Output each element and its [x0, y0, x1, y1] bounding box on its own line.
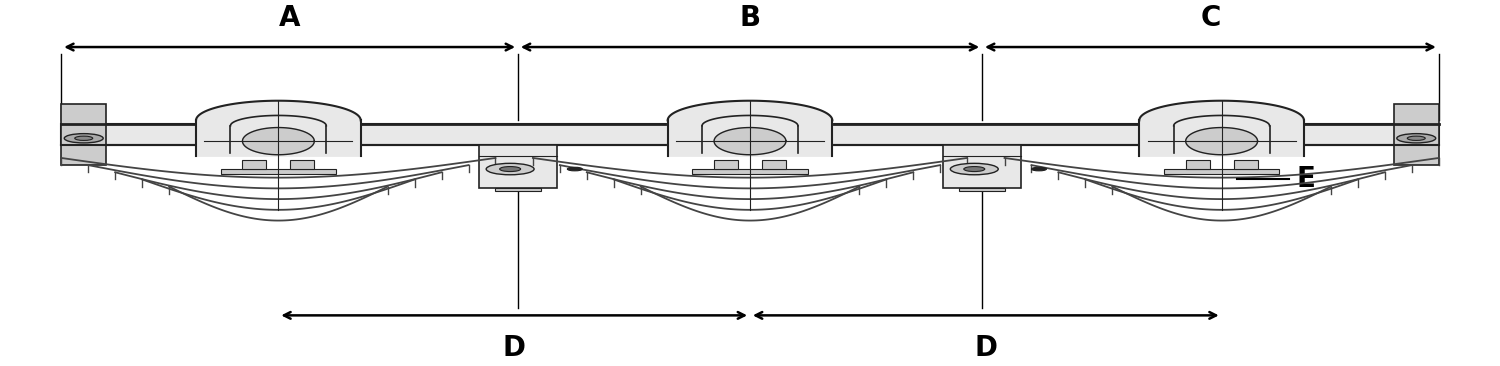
Text: D: D — [503, 333, 525, 362]
Bar — [693, 169, 807, 174]
Bar — [62, 124, 1438, 145]
Text: E: E — [1296, 165, 1316, 193]
Bar — [243, 160, 267, 169]
Bar — [495, 188, 542, 191]
Circle shape — [1032, 167, 1047, 171]
Bar — [62, 104, 106, 165]
Circle shape — [75, 136, 93, 141]
Polygon shape — [1185, 127, 1257, 155]
Polygon shape — [714, 127, 786, 155]
Bar — [1394, 104, 1438, 165]
Bar — [714, 160, 738, 169]
Polygon shape — [243, 127, 315, 155]
Polygon shape — [668, 101, 832, 156]
Circle shape — [1407, 136, 1425, 141]
Circle shape — [500, 167, 520, 172]
Bar — [478, 145, 556, 188]
Circle shape — [567, 167, 582, 171]
Bar — [1185, 160, 1209, 169]
Polygon shape — [1140, 101, 1304, 156]
Text: D: D — [975, 333, 998, 362]
Circle shape — [951, 163, 998, 175]
Text: B: B — [740, 4, 760, 33]
Bar — [291, 160, 315, 169]
Circle shape — [64, 134, 104, 143]
Text: C: C — [1200, 4, 1221, 33]
Bar — [944, 145, 1022, 188]
Bar — [1164, 169, 1280, 174]
Polygon shape — [196, 101, 360, 156]
Bar — [762, 160, 786, 169]
Bar — [1233, 160, 1257, 169]
Bar — [958, 188, 1005, 191]
Circle shape — [486, 163, 534, 175]
Text: A: A — [279, 4, 300, 33]
Circle shape — [1396, 134, 1435, 143]
Bar — [220, 169, 336, 174]
Circle shape — [964, 167, 986, 172]
